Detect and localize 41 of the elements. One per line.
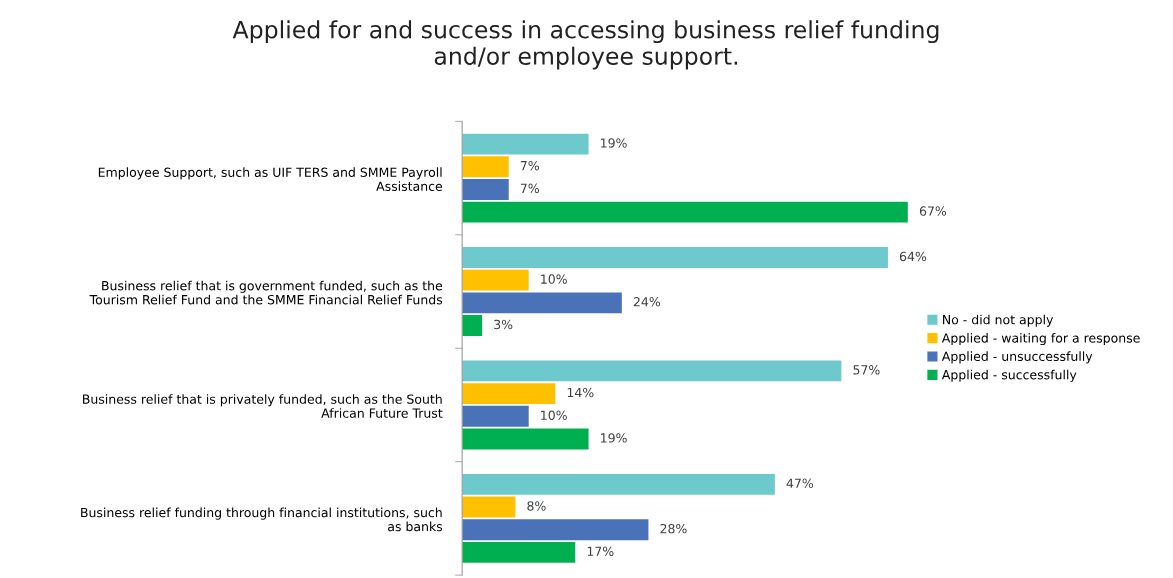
bar bbox=[462, 315, 483, 336]
bar bbox=[462, 133, 589, 155]
bar bbox=[462, 383, 556, 405]
data-label: 19% bbox=[601, 433, 627, 443]
data-label: 24% bbox=[633, 297, 661, 307]
data-label: 7% bbox=[520, 160, 539, 171]
data-label: 28% bbox=[660, 523, 687, 534]
bar bbox=[462, 541, 576, 563]
data-label: 67% bbox=[919, 206, 947, 216]
data-label: 47% bbox=[786, 478, 814, 488]
data-label: 3% bbox=[494, 319, 513, 330]
bar bbox=[462, 428, 589, 450]
bar bbox=[462, 405, 529, 427]
data-label: 57% bbox=[853, 365, 880, 375]
data-label: 17% bbox=[587, 546, 614, 557]
chart-title: Applied for and success in accessing business relief funding and/or employee support. bbox=[232, 20, 939, 70]
y-tick-label: Employee Support, such as UIF TERS and SMME Payroll Assistance bbox=[98, 167, 443, 191]
bar bbox=[462, 292, 622, 314]
data-label: 64% bbox=[899, 251, 927, 262]
bar bbox=[462, 473, 775, 495]
data-label: 14% bbox=[567, 387, 594, 398]
bar bbox=[462, 247, 888, 268]
bar bbox=[462, 496, 516, 518]
data-label: 10% bbox=[541, 274, 567, 284]
data-label: 7% bbox=[520, 183, 539, 194]
legend-label: Applied - unsuccessfully bbox=[941, 351, 1093, 364]
bar bbox=[462, 360, 842, 382]
y-tick-label: Business relief funding through financial institutions, such as banks bbox=[81, 507, 443, 532]
bar bbox=[462, 519, 649, 541]
data-label: 10% bbox=[541, 410, 567, 420]
bar bbox=[462, 156, 509, 178]
bar bbox=[462, 201, 908, 223]
y-tick-label: Business relief that is privately funded, such as the South African Future Trust bbox=[83, 394, 443, 418]
data-label: 8% bbox=[527, 501, 546, 511]
y-tick-label: Business relief that is government funded, such as the Tourism Relief Fund and the SMME Financial Relief Funds bbox=[89, 280, 443, 305]
legend-label: Applied - successfully bbox=[941, 369, 1077, 382]
legend-label: No - did not apply bbox=[943, 314, 1054, 327]
bar bbox=[462, 179, 509, 200]
legend-label: Applied - waiting for a response bbox=[941, 333, 1140, 346]
bar bbox=[462, 269, 529, 291]
data-label: 19% bbox=[601, 138, 627, 148]
